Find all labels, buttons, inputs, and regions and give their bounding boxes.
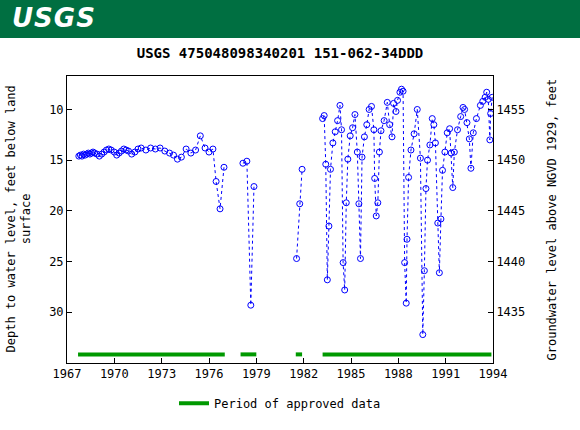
svg-text:1988: 1988 [384,367,413,381]
svg-text:1973: 1973 [147,367,176,381]
svg-text:30: 30 [49,305,63,319]
svg-text:1967: 1967 [53,367,82,381]
svg-text:Depth to water level, feet bel: Depth to water level, feet below landsur… [4,85,34,352]
svg-text:1435: 1435 [496,305,525,319]
svg-text:25: 25 [49,255,63,269]
svg-text:1991: 1991 [431,367,460,381]
svg-text:10: 10 [49,103,63,117]
svg-text:15: 15 [49,153,63,167]
svg-text:USGS 475048098340201 151-062-3: USGS 475048098340201 151-062-34DDD [137,45,424,61]
svg-text:1982: 1982 [289,367,318,381]
svg-text:1976: 1976 [195,367,224,381]
svg-text:1985: 1985 [337,367,366,381]
svg-text:1450: 1450 [496,153,525,167]
svg-text:1445: 1445 [496,204,525,218]
svg-text:1994: 1994 [479,367,508,381]
svg-text:20: 20 [49,204,63,218]
svg-text:1970: 1970 [100,367,129,381]
svg-text:1440: 1440 [496,255,525,269]
html-text:USGS: USGS [12,3,96,33]
svg-text:1455: 1455 [496,103,525,117]
svg-text:Groundwater level above NGVD 1: Groundwater level above NGVD 1929, feet [545,79,559,361]
svg-text:1979: 1979 [242,367,271,381]
svg-text:Period of approved data: Period of approved data [214,397,380,411]
